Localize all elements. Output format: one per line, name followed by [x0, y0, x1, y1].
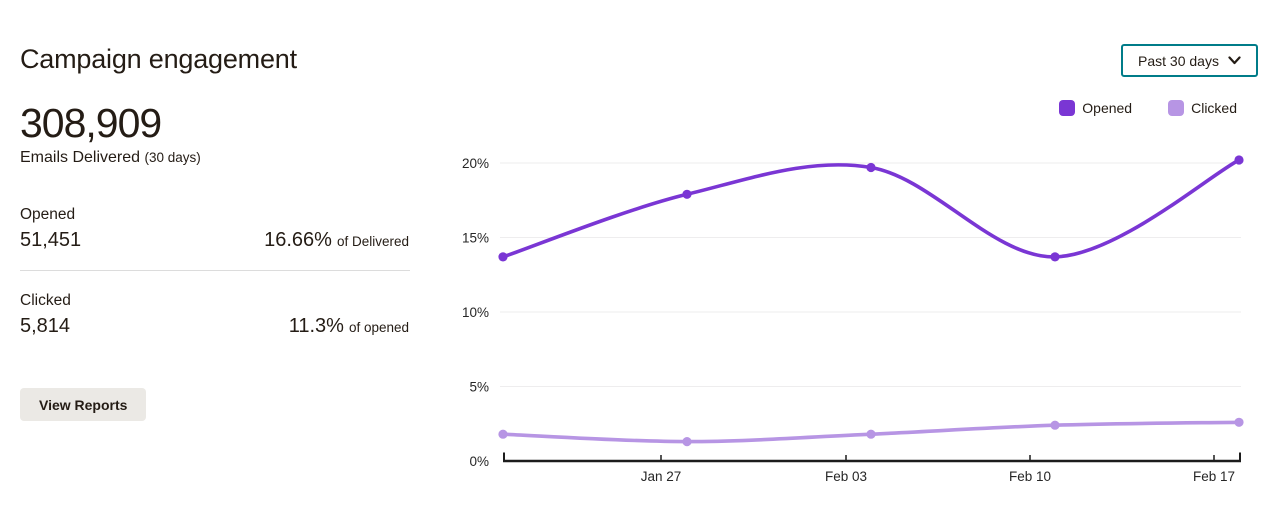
svg-text:Feb 17: Feb 17 — [1193, 469, 1235, 484]
chart-legend: Opened Clicked — [1059, 100, 1237, 116]
data-point[interactable] — [1050, 252, 1060, 262]
date-range-value: Past 30 days — [1138, 52, 1219, 69]
chevron-down-icon — [1228, 56, 1241, 65]
series-clicked[interactable] — [498, 417, 1244, 447]
svg-text:20%: 20% — [462, 156, 489, 171]
opened-stat-pct-suffix: of Delivered — [336, 234, 409, 249]
clicked-stat-value: 5,814 — [20, 315, 71, 337]
svg-text:Feb 03: Feb 03 — [825, 469, 867, 484]
clicked-stat-label: Clicked — [20, 292, 71, 309]
delivered-label: Emails Delivered (30 days) — [20, 149, 201, 167]
opened-stat-pct: 16.66% — [264, 229, 332, 251]
view-reports-button[interactable]: View Reports — [20, 388, 147, 421]
data-point[interactable] — [866, 162, 876, 173]
svg-text:Feb 10: Feb 10 — [1009, 469, 1051, 484]
delivered-label-text: Emails Delivered — [20, 149, 141, 166]
svg-text:10%: 10% — [462, 305, 489, 320]
legend-opened-label: Opened — [1082, 100, 1133, 116]
data-point[interactable] — [682, 437, 692, 447]
data-point[interactable] — [1234, 155, 1244, 165]
engagement-line-chart[interactable]: 0% 5% 10% 15% 20% Jan 27 Feb 03 Feb 10 Feb 17 — [440, 130, 1281, 502]
clicked-swatch-icon — [1168, 100, 1185, 116]
data-point[interactable] — [498, 429, 508, 439]
svg-text:15%: 15% — [462, 230, 489, 245]
legend-item-opened[interactable]: Opened — [1059, 100, 1132, 116]
data-point[interactable] — [682, 189, 692, 199]
clicked-stat-pct-suffix: of opened — [348, 320, 409, 335]
delivered-sublabel: (30 days) — [144, 150, 201, 165]
data-point[interactable] — [498, 252, 508, 262]
clicked-stat-pct: 11.3% — [288, 315, 344, 337]
gridlines — [500, 162, 1241, 387]
page-title: Campaign engagement — [20, 44, 297, 74]
svg-text:Jan 27: Jan 27 — [641, 469, 682, 484]
opened-stat: Opened 51,451 16.66% of Delivered — [20, 206, 409, 252]
data-point[interactable] — [866, 429, 876, 439]
x-axis — [503, 452, 1241, 463]
date-range-dropdown[interactable]: Past 30 days — [1121, 44, 1258, 77]
clicked-stat: Clicked 5,814 11.3% of opened — [20, 292, 409, 338]
data-point[interactable] — [1234, 417, 1244, 427]
x-axis-labels: Jan 27 Feb 03 Feb 10 Feb 17 — [641, 469, 1235, 484]
legend-clicked-label: Clicked — [1191, 100, 1237, 116]
data-point[interactable] — [1050, 420, 1060, 430]
opened-stat-value: 51,451 — [20, 229, 82, 251]
opened-swatch-icon — [1059, 100, 1076, 116]
y-axis-labels: 0% 5% 10% 15% 20% — [462, 156, 489, 469]
svg-text:5%: 5% — [469, 379, 489, 394]
series-opened[interactable] — [498, 155, 1244, 262]
svg-text:0%: 0% — [469, 454, 489, 469]
stats-divider — [20, 270, 410, 271]
delivered-count: 308,909 — [20, 100, 162, 146]
legend-item-clicked[interactable]: Clicked — [1168, 100, 1237, 116]
opened-stat-label: Opened — [20, 206, 76, 223]
